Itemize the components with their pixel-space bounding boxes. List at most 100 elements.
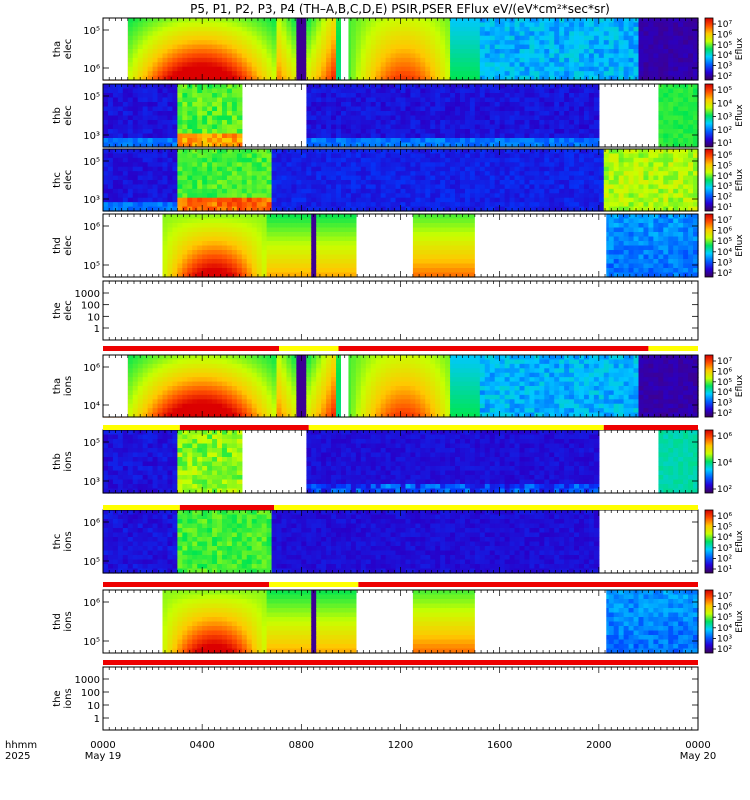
- panel-ylabel: ions: [63, 451, 74, 471]
- colorbar: [704, 429, 714, 494]
- colorbar-tick-label: 10²: [717, 645, 732, 655]
- colorbar-tick-label: 10⁷: [717, 20, 732, 30]
- colorbar-tick-label: 10⁵: [717, 86, 732, 96]
- panel-frame: [102, 280, 699, 341]
- mode-bar-segment-yellow: [648, 346, 698, 351]
- panel-ylabel: thd: [52, 237, 63, 254]
- panel-ylabel: the: [52, 302, 63, 318]
- y-tick-label: 10⁵: [83, 26, 100, 37]
- data-gap: [474, 590, 607, 653]
- colorbar: [704, 589, 714, 654]
- colorbar: [704, 148, 714, 212]
- panel-ylabel: elec: [63, 300, 74, 321]
- panel-ylabel: tha: [52, 378, 63, 394]
- colorbar-tick-label: 10³: [717, 544, 732, 554]
- colorbar-tick-label: 10³: [717, 62, 732, 72]
- colorbar-tick-label: 10⁴: [717, 388, 732, 398]
- colorbar-tick-label: 10²: [717, 485, 732, 495]
- colorbar-tick-label: 10⁴: [717, 99, 732, 109]
- colorbar-tick-label: 10⁴: [717, 248, 732, 258]
- colorbar-tick-label: 10⁶: [717, 432, 732, 442]
- y-tick-label: 1: [94, 324, 100, 335]
- colorbar-tick-label: 10¹: [717, 139, 732, 149]
- colorbar-tick-label: 10⁶: [717, 30, 732, 40]
- panel-the_ions: 1000 100 10 1 the ions: [52, 666, 699, 731]
- panel-ylabel: the: [52, 690, 63, 706]
- mode-bar-segment-red: [179, 425, 309, 430]
- mode-bar-segment-red: [103, 582, 270, 587]
- data-gap: [341, 355, 349, 417]
- mode-bar-segment-red: [603, 425, 698, 430]
- x-date-label: May 19: [85, 751, 122, 762]
- mode-bar: [103, 660, 698, 665]
- mode-bars-group: [103, 346, 698, 665]
- mode-bar-segment-red: [179, 505, 275, 510]
- panel-ylabel: elec: [63, 235, 74, 256]
- mode-bar-segment-yellow: [103, 425, 180, 430]
- colorbar: [704, 354, 714, 418]
- panel-ylabel: elec: [63, 39, 74, 60]
- colorbar-tick-label: 10⁶: [717, 227, 732, 237]
- colorbar-tick-label: 10⁵: [717, 237, 732, 247]
- panel-ylabel: ions: [63, 376, 74, 396]
- panel-ylabel: ions: [63, 611, 74, 631]
- x-tick-label: 1200: [388, 740, 413, 751]
- y-tick-label: 10⁵: [83, 261, 100, 272]
- mode-bar: [103, 582, 698, 587]
- data-gap: [358, 214, 413, 277]
- colorbar-tick-label: 10¹: [717, 203, 732, 213]
- data-gap: [601, 430, 659, 493]
- heatmap-cells: [103, 430, 699, 494]
- data-gap: [244, 430, 307, 493]
- y-tick-label: 10⁵: [83, 157, 100, 168]
- y-tick-label: 10⁶: [83, 363, 100, 374]
- colorbar-tick-label: 10⁶: [717, 367, 732, 377]
- colorbar-tick-label: 10⁴: [717, 172, 732, 182]
- x-axis-year: 2025: [5, 751, 30, 762]
- panel-ylabel: thb: [52, 107, 63, 124]
- mode-bar-segment-red: [358, 582, 698, 587]
- colorbar-tick-label: 10²: [717, 72, 732, 82]
- mode-bar: [103, 505, 698, 510]
- panel-ylabel: thc: [52, 172, 63, 188]
- colorbar-tick-label: 10³: [717, 634, 732, 644]
- colorbar-tick-label: 10³: [717, 113, 732, 123]
- colorbar-tick-label: 10⁴: [717, 624, 732, 634]
- y-tick-label: 10⁵: [83, 438, 100, 449]
- heatmap-cells: [103, 149, 699, 212]
- data-gap: [103, 355, 128, 417]
- colorbar-label: Eflux: [735, 374, 745, 397]
- panel-ylabel: thb: [52, 453, 63, 470]
- mode-bar-segment-yellow: [308, 425, 604, 430]
- x-tick-label: 0800: [289, 740, 314, 751]
- colorbar-tick-label: 10⁵: [717, 41, 732, 51]
- figure-title: P5, P1, P2, P3, P4 (TH–A,B,C,D,E) PSIR,P…: [190, 2, 610, 16]
- colorbar-label: Eflux: [735, 168, 745, 191]
- data-gap: [244, 84, 307, 147]
- mode-bar-segment-yellow: [103, 505, 180, 510]
- y-tick-label: 10³: [83, 131, 100, 142]
- data-gap: [601, 84, 659, 147]
- mode-bar-segment-red: [103, 660, 698, 665]
- heatmap-cells: [103, 18, 699, 81]
- mode-bar-segment-yellow: [269, 582, 359, 587]
- y-tick-label: 1000: [75, 675, 100, 686]
- colorbar-label: Eflux: [735, 37, 745, 60]
- colorbar: [704, 83, 714, 148]
- data-gap: [341, 18, 349, 80]
- colorbar-tick-label: 10⁶: [717, 512, 732, 522]
- colorbar-tick-label: 10²: [717, 409, 732, 419]
- panel-ylabel: elec: [63, 105, 74, 126]
- y-tick-label: 100: [81, 688, 100, 699]
- y-tick-label: 10⁶: [83, 64, 100, 75]
- panel-ylabel: tha: [52, 41, 63, 57]
- y-tick-label: 10: [87, 312, 100, 323]
- colorbar-tick-label: 10³: [717, 258, 732, 268]
- x-tick-label: 0400: [189, 740, 214, 751]
